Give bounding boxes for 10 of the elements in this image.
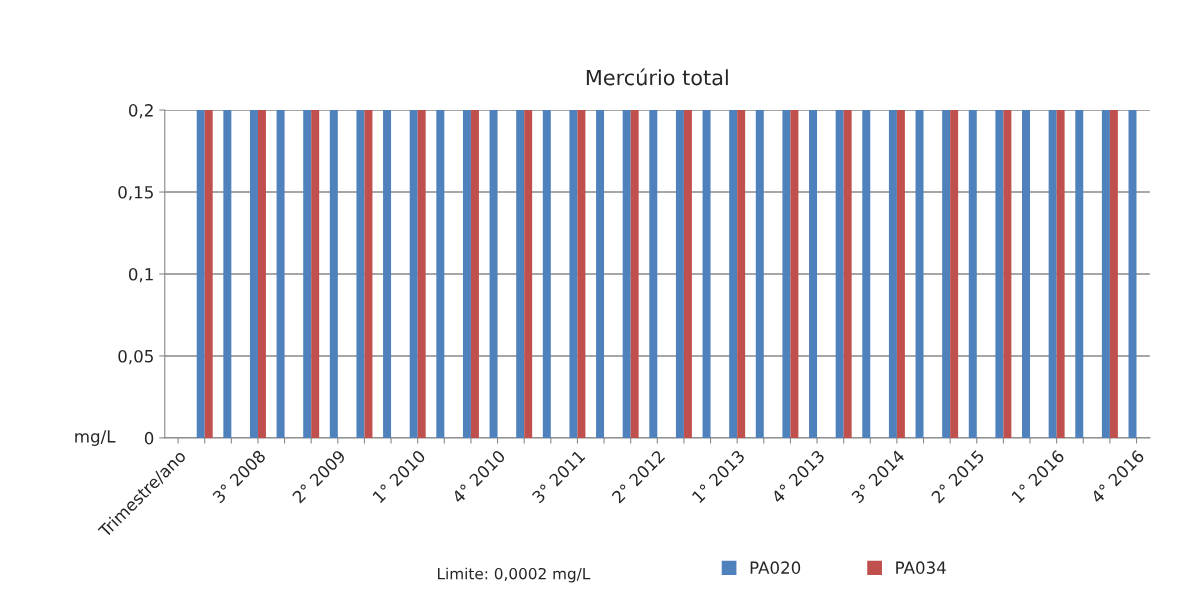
legend-label: PA034 (896, 561, 946, 574)
y-tick-label: 0,1 (128, 267, 153, 283)
y-axis-title: mg/L (75, 430, 116, 446)
y-tick-label: 0 (144, 431, 154, 445)
legend-label: PA020 (750, 561, 801, 574)
y-tick-label: 0,15 (118, 186, 153, 201)
y-tick-label: 0,05 (118, 349, 153, 365)
text: Limite: 0,0002 mg/L (438, 567, 591, 583)
y-tick-label: 0,2 (128, 104, 153, 119)
chart-title: Mercúrio total (586, 68, 728, 86)
